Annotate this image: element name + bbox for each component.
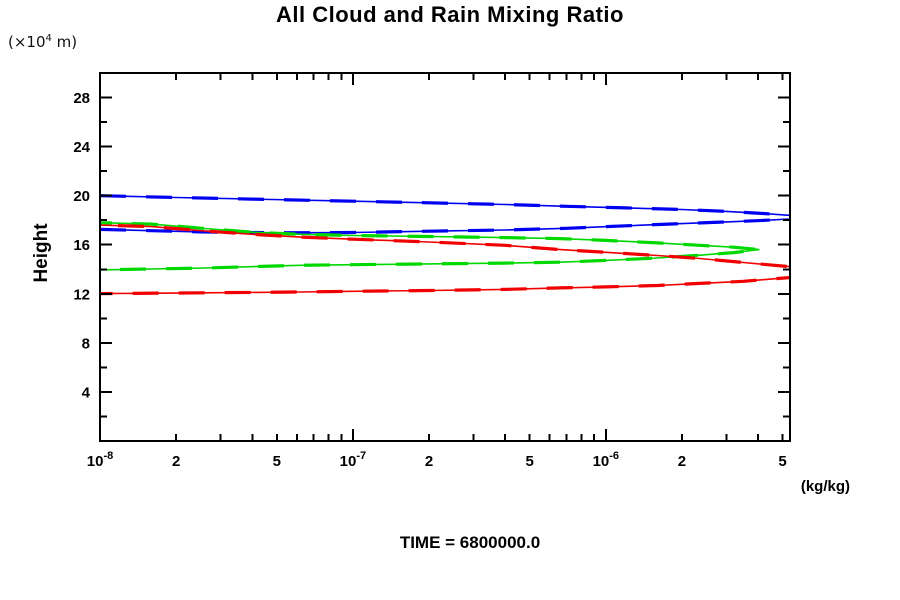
- x-axis-unit-label: (kg/kg): [800, 478, 850, 495]
- x-tick-label: 2: [425, 453, 433, 470]
- curve-red-profile-texture: [100, 223, 790, 296]
- y-unit-prefix: (×10: [8, 33, 46, 51]
- x-tick-label: 5: [778, 453, 786, 470]
- y-unit-exponent: 4: [45, 33, 52, 44]
- x-tick-label: 5: [273, 453, 281, 470]
- y-tick-label: 8: [82, 335, 90, 352]
- y-tick-label: 4: [82, 384, 91, 401]
- y-tick-label: 28: [73, 90, 90, 107]
- x-tick-label: 5: [525, 453, 533, 470]
- x-tick-label: 2: [172, 453, 180, 470]
- x-tick-label: 10-7: [340, 450, 366, 470]
- time-caption: TIME = 6800000.0: [399, 533, 541, 552]
- plot-frame: [99, 72, 791, 442]
- y-tick-label: 12: [73, 286, 90, 303]
- x-tick-label: 10-6: [593, 450, 619, 470]
- x-tick-label: 2: [678, 453, 686, 470]
- y-axis-unit-label: (×104 m): [8, 33, 77, 51]
- curve-blue-profile-texture: [100, 194, 790, 235]
- curve-green-profile-texture: [100, 221, 760, 272]
- y-tick-label: 16: [73, 237, 90, 254]
- chart-title: All Cloud and Rain Mixing Ratio: [276, 2, 624, 27]
- y-unit-suffix: m): [51, 33, 78, 51]
- x-tick-label: 10-8: [87, 450, 113, 470]
- y-tick-label: 24: [73, 139, 90, 156]
- curve-blue-profile: [100, 194, 790, 234]
- y-tick-label: 20: [73, 188, 90, 205]
